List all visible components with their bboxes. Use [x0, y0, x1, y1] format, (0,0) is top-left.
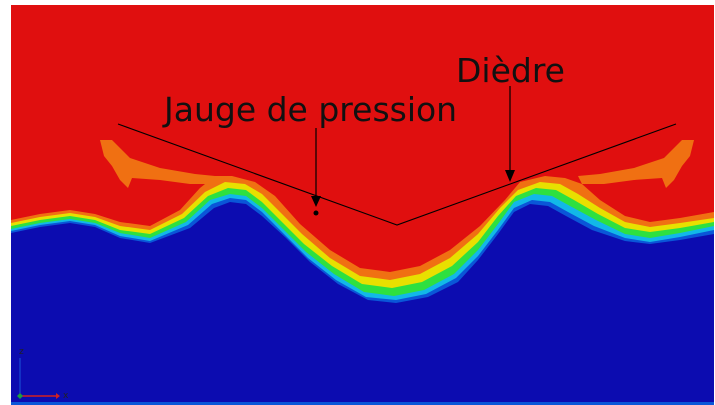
x-axis-label: x: [63, 391, 69, 401]
pressure-gauge-arrowhead: [311, 196, 321, 207]
dihedral-arrowhead: [505, 170, 515, 182]
lower-fluid-region: [11, 202, 714, 402]
left-spray-jet: [100, 140, 215, 188]
pressure-gauge-point: [313, 210, 319, 216]
axis-triad: z x: [17, 347, 69, 401]
dihedral-outline: [117, 123, 677, 226]
pressure-gauge-label: Jauge de pression: [162, 90, 457, 129]
axis-origin-marker: [17, 393, 23, 399]
z-axis-label: z: [19, 347, 24, 357]
x-axis-arrowhead: [56, 393, 60, 399]
dihedral-label: Dièdre: [456, 51, 565, 90]
right-spray-jet: [578, 140, 694, 188]
